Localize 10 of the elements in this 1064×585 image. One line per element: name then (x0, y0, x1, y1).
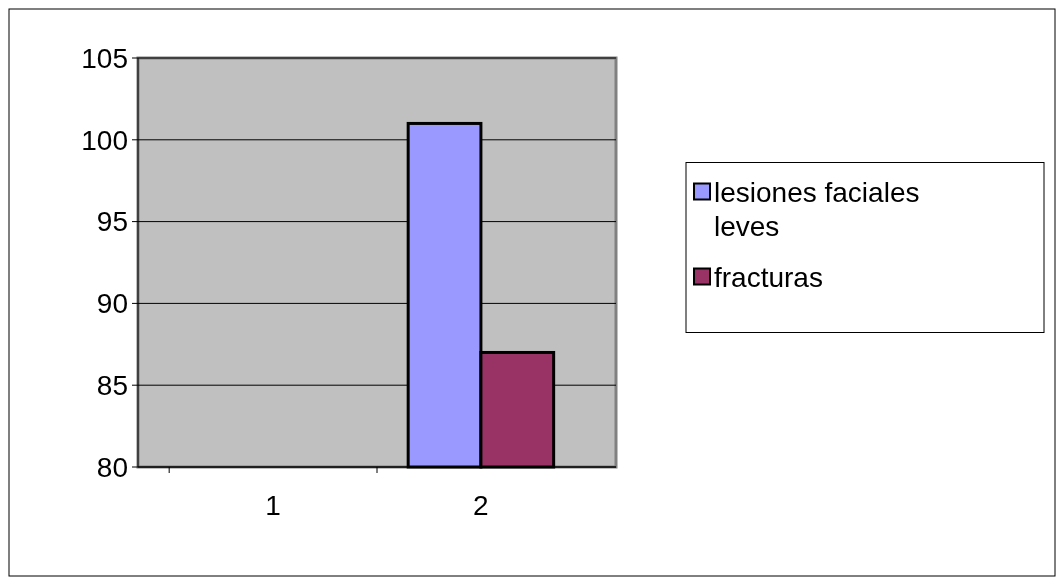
y-tick-label: 90 (96, 288, 128, 320)
x-tick-label: 1 (265, 490, 281, 521)
y-tick-label: 100 (81, 124, 128, 156)
y-tick-label: 85 (96, 370, 128, 401)
legend-label: lesiones faciales leves (714, 177, 920, 242)
y-tick-label: 80 (96, 451, 128, 483)
y-tick-label: 105 (81, 42, 128, 74)
y-tick-label: 95 (96, 206, 128, 238)
x-tick-label: 2 (473, 490, 489, 521)
legend-label: fracturas (714, 262, 823, 294)
